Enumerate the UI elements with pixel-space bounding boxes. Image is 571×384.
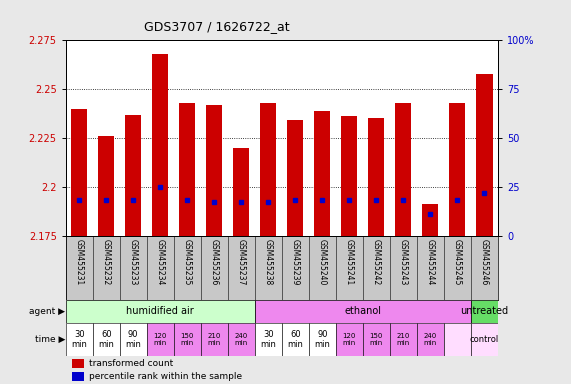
Text: GSM455237: GSM455237 xyxy=(237,239,246,285)
Text: GSM455246: GSM455246 xyxy=(480,239,489,285)
Text: GSM455231: GSM455231 xyxy=(75,239,84,285)
Text: 150
min: 150 min xyxy=(369,333,383,346)
Bar xyxy=(390,323,417,356)
Bar xyxy=(444,323,471,356)
Text: GSM455244: GSM455244 xyxy=(426,239,435,285)
Text: agent ▶: agent ▶ xyxy=(29,307,65,316)
Text: time ▶: time ▶ xyxy=(35,335,65,344)
Text: GSM455235: GSM455235 xyxy=(183,239,192,285)
Text: percentile rank within the sample: percentile rank within the sample xyxy=(90,372,243,381)
Bar xyxy=(368,118,384,236)
Text: GSM455243: GSM455243 xyxy=(399,239,408,285)
Text: 120
min: 120 min xyxy=(154,333,167,346)
Bar xyxy=(282,323,309,356)
Text: GSM455239: GSM455239 xyxy=(291,239,300,285)
Text: GSM455242: GSM455242 xyxy=(372,239,381,285)
Bar xyxy=(93,323,120,356)
Bar xyxy=(471,300,498,323)
Text: ethanol: ethanol xyxy=(344,306,381,316)
Bar xyxy=(449,103,465,236)
Bar xyxy=(72,359,85,368)
Text: 60
min: 60 min xyxy=(287,330,303,349)
Text: GSM455236: GSM455236 xyxy=(210,239,219,285)
Bar xyxy=(255,323,282,356)
Text: transformed count: transformed count xyxy=(90,359,174,368)
Bar xyxy=(125,114,141,236)
Text: 30
min: 30 min xyxy=(71,330,87,349)
Bar xyxy=(98,136,114,236)
Bar xyxy=(260,103,276,236)
Bar xyxy=(152,54,168,236)
Bar xyxy=(336,323,363,356)
Bar xyxy=(233,148,250,236)
Text: 150
min: 150 min xyxy=(180,333,194,346)
Bar xyxy=(309,323,336,356)
Text: 90
min: 90 min xyxy=(315,330,330,349)
Bar xyxy=(476,73,493,236)
Text: untreated: untreated xyxy=(460,306,508,316)
Bar xyxy=(287,121,303,236)
Text: 60
min: 60 min xyxy=(98,330,114,349)
Bar xyxy=(417,323,444,356)
Text: humidified air: humidified air xyxy=(126,306,194,316)
Text: GSM455240: GSM455240 xyxy=(318,239,327,285)
Text: GSM455234: GSM455234 xyxy=(156,239,164,285)
Bar xyxy=(174,323,201,356)
Text: 90
min: 90 min xyxy=(125,330,141,349)
Text: 240
min: 240 min xyxy=(235,333,248,346)
Bar xyxy=(201,323,228,356)
Bar xyxy=(423,204,439,236)
Text: 240
min: 240 min xyxy=(424,333,437,346)
Bar xyxy=(120,323,147,356)
Text: GDS3707 / 1626722_at: GDS3707 / 1626722_at xyxy=(144,20,290,33)
Bar xyxy=(314,111,331,236)
Bar xyxy=(72,372,85,381)
Text: GSM455245: GSM455245 xyxy=(453,239,462,285)
Bar xyxy=(66,323,93,356)
Bar xyxy=(395,103,412,236)
Text: 210
min: 210 min xyxy=(208,333,221,346)
Bar xyxy=(206,105,222,236)
Bar xyxy=(147,323,174,356)
Bar xyxy=(66,300,255,323)
Text: control: control xyxy=(470,335,499,344)
Bar xyxy=(255,300,471,323)
Text: GSM455232: GSM455232 xyxy=(102,239,111,285)
Bar xyxy=(341,116,357,236)
Text: 210
min: 210 min xyxy=(397,333,410,346)
Bar xyxy=(471,323,498,356)
Text: GSM455241: GSM455241 xyxy=(345,239,354,285)
Text: 30
min: 30 min xyxy=(260,330,276,349)
Text: GSM455238: GSM455238 xyxy=(264,239,273,285)
Bar xyxy=(228,323,255,356)
Bar xyxy=(71,109,87,236)
Bar xyxy=(363,323,390,356)
Text: 120
min: 120 min xyxy=(343,333,356,346)
Text: GSM455233: GSM455233 xyxy=(128,239,138,285)
Bar xyxy=(179,103,195,236)
